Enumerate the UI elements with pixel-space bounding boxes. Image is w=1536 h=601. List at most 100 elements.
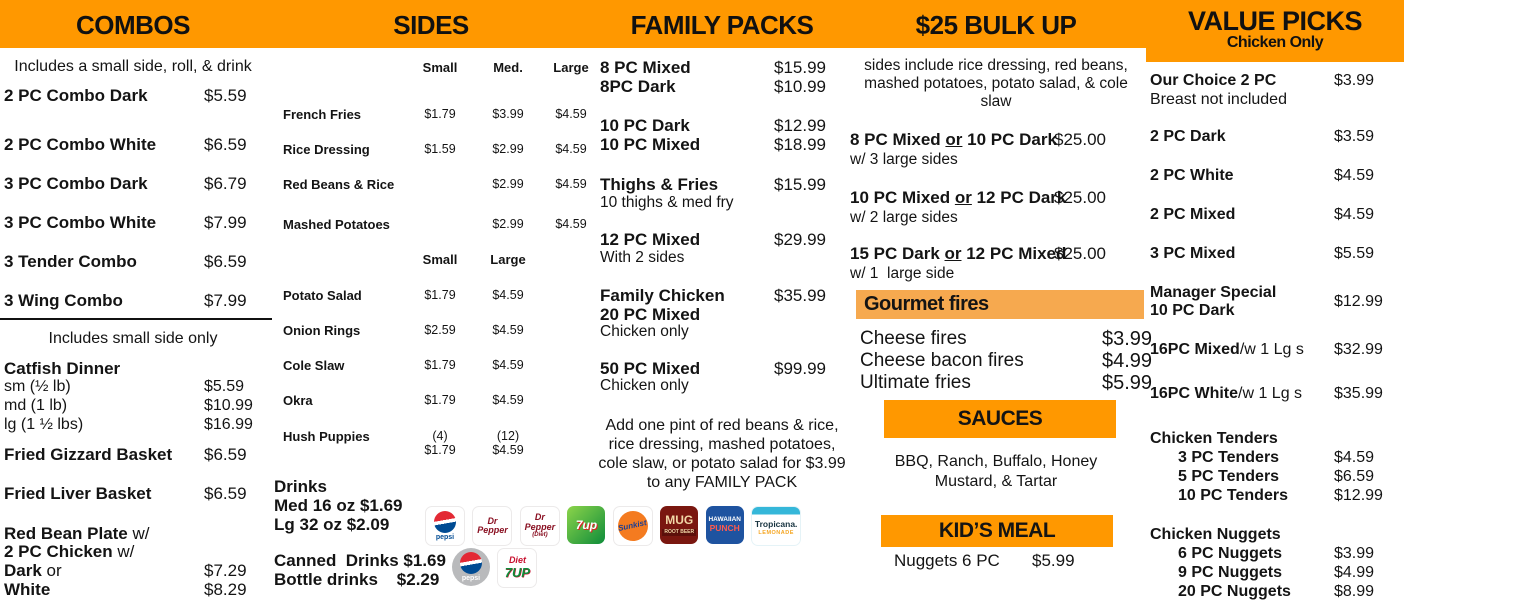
menu-item: Fried Liver Basket $6.59: [4, 484, 266, 504]
item-price: $7.99: [204, 213, 247, 232]
diet-dr-pepper-logo: Dr Pepper (Diet): [519, 506, 560, 546]
item-price: $16.99: [204, 416, 253, 433]
diet-pepsi-logo: pepsi: [452, 548, 490, 586]
item-subtext: w/ 3 large sides: [850, 151, 958, 168]
size-label: lg (1 ½ lbs): [4, 416, 84, 433]
pepsi-globe-icon: [434, 510, 456, 533]
col-large: Large: [490, 252, 526, 267]
item-name: 2 PC Chicken: [4, 542, 113, 561]
menu-item: Our Choice 2 PC $3.99: [1150, 72, 1375, 89]
drinks-line: Med 16 oz $1.69: [274, 496, 403, 515]
menu-item: Catfish Dinner: [4, 359, 266, 379]
menu-item: 8PC Dark $10.99: [600, 77, 826, 96]
menu-item: 3 Wing Combo $7.99: [4, 291, 266, 311]
menu-item: White $8.29: [4, 580, 266, 600]
menu-item: 16PC Mixed/w 1 Lg s $32.99: [1150, 341, 1383, 358]
value-picks-column: Our Choice 2 PC $3.99 Breast not included…: [1146, 0, 1404, 600]
sides-row: Cole Slaw $1.79 $4.59: [283, 358, 524, 373]
sides-row: Okra $1.79 $4.59: [283, 393, 524, 408]
size-label: md (1 lb): [4, 397, 68, 414]
family-packs-header: FAMILY PACKS: [630, 10, 814, 40]
item-name: 3 PC Combo White: [4, 213, 157, 232]
sides-header: SIDES: [393, 10, 469, 40]
group-title: Chicken Nuggets: [1150, 526, 1281, 543]
item-name-rest: w/: [127, 524, 150, 543]
sides-column: Small Med. Large French Fries $1.79 $3.9…: [266, 0, 596, 600]
sides-row: Potato Salad $1.79 $4.59: [283, 288, 524, 303]
bulk-up-column: sides include rice dressing, red beans, …: [846, 0, 1153, 600]
item-name: Fried Gizzard Basket: [4, 445, 173, 464]
menu-item: 9 PC Nuggets $4.99: [1178, 564, 1375, 581]
7up-logo: 7up: [567, 506, 606, 544]
menu-item: 6 PC Nuggets $3.99: [1178, 545, 1375, 562]
menu-item: 10 PC Tenders $12.99: [1178, 487, 1383, 504]
option-name: White: [4, 580, 51, 599]
sides-row-hush-puppies: Hush Puppies (4) $1.79 (12) $4.59: [283, 429, 524, 457]
menu-item: 5 PC Tenders $6.59: [1178, 468, 1375, 485]
item-name-rest: w/: [112, 542, 135, 561]
value-picks-subheader: Chicken Only: [1226, 34, 1324, 51]
item-name: Fried Liver Basket: [4, 484, 152, 503]
option-name: Dark: [4, 561, 42, 580]
tropicana-lemonade-logo: Tropicana. LEMONADE: [751, 506, 802, 546]
menu-item: 2 PC White $4.59: [1150, 167, 1375, 184]
item-name: Red Bean Plate: [4, 524, 128, 543]
soda-logos-row-1: pepsi Dr Pepper Dr Pepper (Diet) 7up Sunkis…: [425, 506, 804, 546]
item-price: $7.99: [204, 291, 247, 310]
menu-item: Nuggets 6 PC $5.99: [894, 551, 1075, 570]
drinks-line: Lg 32 oz $2.09: [274, 515, 390, 534]
size-label: sm (½ lb): [4, 378, 71, 395]
menu-item: Red Bean Plate w/: [4, 524, 266, 544]
sides-size-header: Small Med. Large: [283, 60, 596, 75]
item-subtext: w/ 2 large sides: [850, 209, 958, 226]
menu-item: 2 PC Combo Dark $5.59: [4, 86, 266, 106]
sides-row: Mashed Potatoes $2.99 $4.59: [283, 217, 587, 232]
combos-note: Includes a small side, roll, & drink: [14, 58, 252, 75]
item-price: $6.59: [204, 445, 247, 464]
family-packs-column: 8 PC Mixed $15.99 8PC Dark $10.99 10 PC Da…: [596, 0, 848, 600]
item-name: Catfish Dinner: [4, 359, 121, 378]
menu-item: Cheese fires $3.99: [860, 328, 1153, 350]
drinks-line: Canned Drinks $1.69: [274, 551, 446, 570]
col-large: Large: [553, 60, 589, 75]
hawaiian-punch-logo: HAWAIIAN PUNCH: [705, 506, 744, 544]
sunkist-logo: Sunkist: [612, 506, 653, 546]
group-title: Chicken Tenders: [1150, 430, 1278, 447]
menu-item: Family Chicken $35.99: [600, 286, 826, 305]
sauces-banner: SAUCES: [884, 400, 1116, 438]
gourmet-fries-banner: Gourmet fires: [856, 290, 1144, 319]
col-med: Med.: [493, 60, 523, 75]
sauces-list: BBQ, Ranch, Buffalo, Honey Mustard, & Ta…: [894, 453, 1098, 490]
menu-item: 2 PC Mixed $4.59: [1150, 206, 1375, 223]
sides-row: French Fries $1.79 $3.99 $4.59: [283, 107, 587, 122]
item-subtext: 10 thighs & med fry: [600, 194, 734, 211]
menu-item: 3 PC Combo Dark $6.79: [4, 174, 266, 194]
menu-item: 8 PC Mixed or 10 PC Dark $25.00: [850, 130, 1106, 149]
item-name: 3 Wing Combo: [4, 291, 123, 310]
menu-item: 20 PC Mixed: [600, 305, 701, 324]
menu-item: 8 PC Mixed $15.99: [600, 58, 826, 77]
sunkist-burst-icon: Sunkist: [618, 511, 648, 541]
menu-item: 10 PC Mixed $18.99: [600, 135, 826, 154]
menu-item: 2 PC Dark $3.59: [1150, 128, 1375, 145]
col-small: Small: [422, 252, 458, 267]
menu-item: 15 PC Dark or 12 PC Mixed $25.00: [850, 244, 1106, 263]
menu-item: sm (½ lb) $5.59: [4, 378, 266, 396]
item-name: 2 PC Combo White: [4, 135, 157, 154]
soda-logos-row-2: pepsi Diet 7UP: [452, 548, 540, 588]
menu-item: Fried Gizzard Basket $6.59: [4, 445, 266, 465]
col-small: Small: [422, 60, 458, 75]
menu-item: 2 PC Combo White $6.59: [4, 135, 266, 155]
menu-item: 10 PC Dark: [1150, 302, 1235, 319]
menu-item: Cheese bacon fires $4.99: [860, 350, 1153, 372]
combos-header: COMBOS: [76, 10, 191, 40]
menu-item: Thighs & Fries $15.99: [600, 175, 826, 194]
menu-item: 10 PC Dark $12.99: [600, 116, 826, 135]
diet-7up-logo: Diet 7UP: [497, 548, 538, 588]
menu-item: 3 PC Tenders $4.59: [1178, 449, 1375, 466]
item-price: $10.99: [204, 397, 253, 414]
item-price: $7.29: [204, 561, 247, 580]
menu-item: md (1 lb) $10.99: [4, 397, 266, 415]
sides-row: Onion Rings $2.59 $4.59: [283, 323, 524, 338]
drinks-line: Bottle drinks $2.29: [274, 570, 440, 589]
